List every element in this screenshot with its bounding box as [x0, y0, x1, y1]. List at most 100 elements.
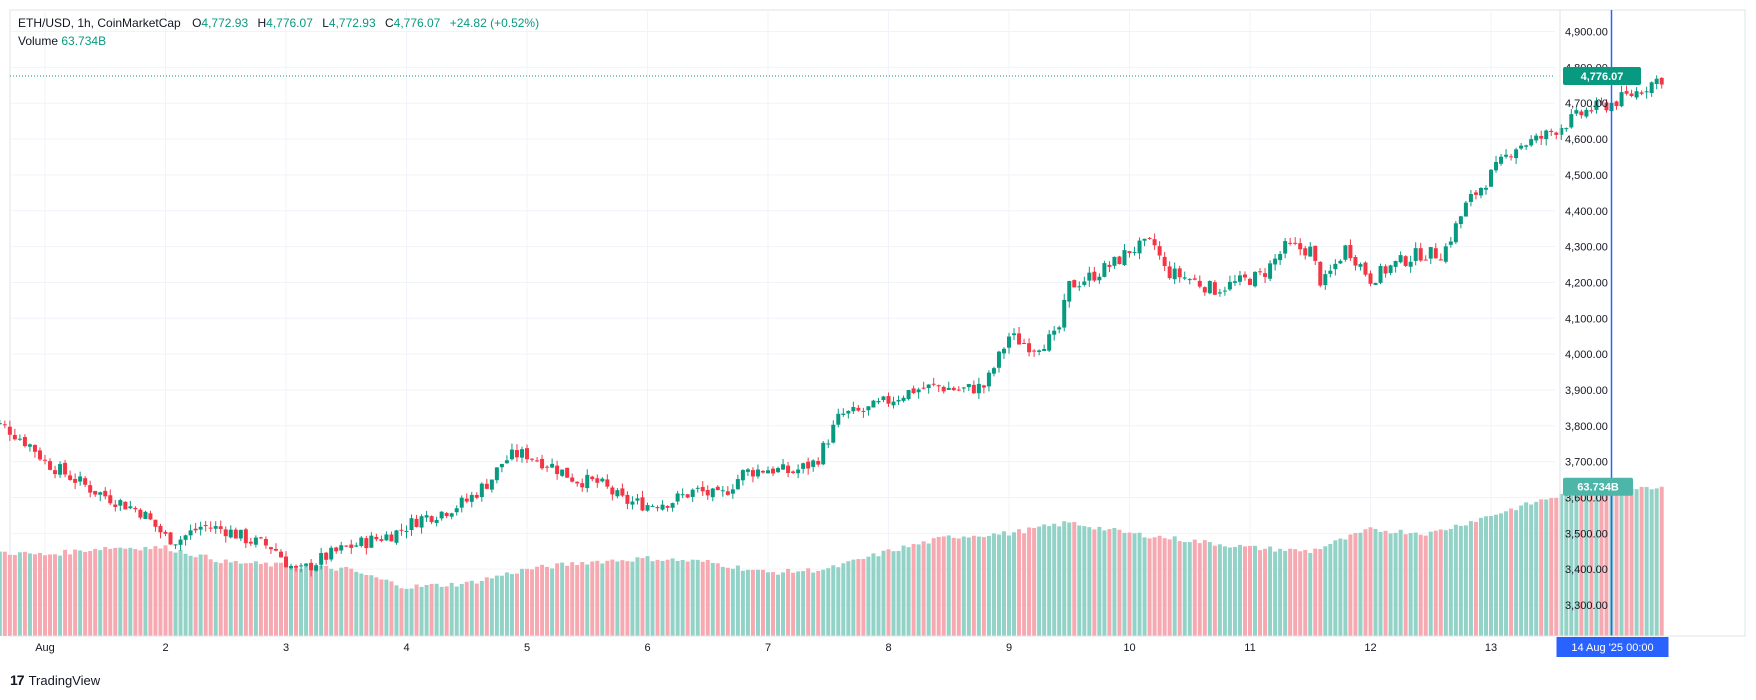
volume-bar — [1634, 489, 1639, 636]
volume-bar — [1438, 529, 1443, 636]
candle-body — [861, 410, 866, 412]
volume-bar — [1509, 508, 1514, 636]
candle-body — [876, 401, 881, 403]
candle-body — [1554, 132, 1559, 135]
candle-body — [806, 461, 811, 469]
volume-bar — [931, 538, 936, 636]
candle-body — [1564, 128, 1569, 130]
volume-bar — [183, 553, 188, 636]
crosshair-date-badge-text: 14 Aug '25 00:00 — [1571, 642, 1653, 654]
volume-bar — [359, 573, 364, 636]
candle-body — [695, 487, 700, 489]
volume-bar — [188, 555, 193, 636]
volume-bar — [570, 562, 575, 636]
candle-body — [334, 547, 339, 552]
volume-bar — [1298, 551, 1303, 636]
volume-bar — [213, 562, 218, 636]
time-tick-label: 8 — [885, 642, 891, 654]
candle-body — [675, 493, 680, 502]
volume-bar — [600, 563, 605, 636]
volume-bar — [771, 572, 776, 636]
volume-bar — [991, 533, 996, 636]
volume-bar — [755, 569, 760, 636]
volume-bar — [499, 575, 504, 636]
candle-body — [1082, 281, 1087, 285]
volume-bar — [1604, 489, 1609, 636]
candle-body — [1483, 187, 1488, 190]
candle-body — [560, 469, 565, 476]
candle-body — [1468, 194, 1473, 202]
candle-body — [1383, 266, 1388, 274]
candle-body — [1504, 154, 1509, 157]
volume-label[interactable]: Volume — [18, 34, 59, 48]
price-tick-label: 4,700.00 — [1565, 98, 1608, 110]
symbol-title[interactable]: ETH/USD, 1h, CoinMarketCap — [18, 16, 181, 30]
candle-body — [986, 372, 991, 387]
candle-body — [1569, 114, 1574, 128]
volume-bar — [1062, 521, 1067, 636]
candle-body — [299, 565, 304, 567]
volume-bar — [1328, 544, 1333, 636]
volume-bar — [374, 577, 379, 636]
volume-bar — [1544, 499, 1549, 636]
candle-body — [1639, 92, 1644, 94]
volume-bar — [595, 560, 600, 636]
candle-body — [801, 463, 806, 469]
candle-body — [525, 448, 529, 460]
candle-body — [484, 483, 489, 489]
candle-body — [585, 474, 590, 489]
change-value: +24.82 (+0.52%) — [449, 16, 540, 30]
candle-body — [1529, 139, 1534, 146]
volume-bar — [138, 550, 143, 636]
volume-bar — [620, 560, 625, 636]
volume-bar — [173, 552, 178, 636]
volume-bar — [675, 561, 680, 636]
candle-body — [1524, 145, 1529, 147]
candle-body — [88, 485, 93, 493]
candle-body — [399, 529, 404, 531]
candle-body — [680, 494, 685, 496]
candle-body — [148, 513, 153, 520]
volume-bar — [163, 545, 168, 636]
volume-bar — [1157, 535, 1162, 636]
volume-bar — [635, 557, 640, 636]
candle-body — [625, 494, 630, 504]
volume-bar — [1022, 533, 1027, 636]
volume-bar — [916, 544, 921, 636]
time-tick-label: Aug — [35, 642, 55, 654]
candle-body — [1378, 265, 1383, 283]
candle-body — [83, 478, 88, 485]
candle-body — [836, 413, 841, 425]
volume-bar — [1589, 491, 1594, 636]
volume-bar — [936, 536, 941, 636]
candle-body — [906, 390, 911, 400]
volume-bar — [966, 537, 971, 636]
candle-body — [339, 545, 344, 551]
volume-bar — [670, 558, 675, 636]
volume-bar — [655, 559, 660, 636]
volume-bar — [2, 551, 7, 636]
volume-bar — [866, 556, 871, 636]
volume-bar — [449, 582, 454, 636]
candle-body — [881, 396, 886, 401]
candle-body — [1398, 255, 1403, 263]
candle-body — [1303, 248, 1308, 256]
candle-body — [289, 565, 294, 569]
candle-body — [660, 504, 665, 510]
candle-body — [1268, 263, 1273, 279]
volume-bar — [545, 566, 550, 636]
tradingview-brand[interactable]: 17 TradingView — [10, 672, 100, 688]
volume-bar — [680, 559, 685, 636]
volume-bar — [133, 549, 138, 636]
volume-bar — [575, 565, 580, 636]
volume-bar — [1338, 538, 1343, 636]
candle-body — [740, 470, 745, 481]
volume-bar — [12, 555, 17, 636]
candle-body — [1373, 282, 1378, 285]
candlesticks — [0, 75, 1664, 577]
volume-bar — [1012, 532, 1017, 636]
volume-bar — [1649, 489, 1654, 636]
volume-bar — [1197, 543, 1202, 636]
volume-bar — [63, 549, 68, 636]
